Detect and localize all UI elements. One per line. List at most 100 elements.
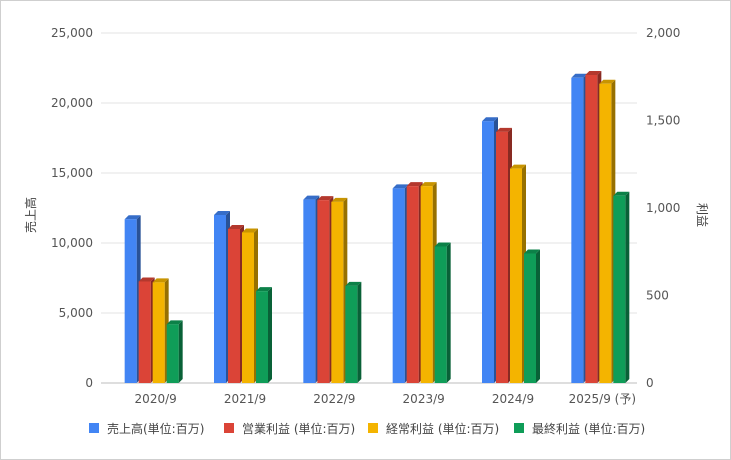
bar-2024-9-s2: [510, 164, 526, 383]
bar-2023-9-s2: [420, 182, 437, 383]
right-y-tick-label: 1,500: [646, 114, 680, 128]
legend-item-1: 営業利益 (単位:百万): [224, 421, 355, 436]
bar-top: [599, 79, 616, 84]
bar-2020-9-s2: [152, 278, 169, 383]
bar-top: [214, 211, 230, 215]
bar-2020-9-s1: [138, 277, 155, 383]
x-category-label: 2020/9: [135, 392, 177, 406]
legend: 売上高(単位:百万) 営業利益 (単位:百万) 経常利益 (単位:百万) 最終利益 (…: [89, 421, 645, 436]
bar-front: [317, 200, 330, 383]
bar-top: [152, 278, 169, 283]
bar-2025-9-s2: [599, 79, 616, 383]
x-axis-categories: 2020/9 2021/9 2022/9 2023/9 2024/9 2025/9 (予): [135, 392, 636, 406]
bar-top: [317, 196, 334, 201]
bar-top: [303, 195, 320, 200]
legend-item-3: 最終利益 (単位:百万): [514, 421, 645, 436]
bar-front: [138, 281, 151, 383]
bar-side: [178, 320, 183, 383]
bar-front: [256, 291, 268, 383]
x-category-label: 2025/9 (予): [569, 392, 636, 406]
right-y-axis-ticks: 0 500 1,000 1,500 2,000: [646, 26, 680, 390]
bar-2025-9-s0: [571, 73, 588, 384]
bar-front: [434, 246, 447, 383]
bar-top: [256, 287, 272, 292]
bar-2022-9-s1: [317, 196, 334, 383]
bar-series: [124, 71, 630, 384]
bar-2023-9-s0: [392, 184, 409, 383]
right-y-tick-label: 1,000: [646, 201, 680, 215]
bar-top: [496, 127, 512, 132]
legend-item-0: 売上高(単位:百万): [89, 421, 204, 436]
bar-2021-9-s3: [256, 287, 272, 383]
bar-side: [625, 191, 630, 383]
bar-front: [392, 188, 405, 383]
bar-top: [406, 182, 423, 187]
bar-top: [420, 182, 437, 187]
bar-top: [242, 228, 258, 233]
bar-2020-9-s3: [166, 320, 183, 383]
x-category-label: 2023/9: [403, 392, 445, 406]
bar-top: [482, 117, 498, 122]
bar-top: [228, 225, 244, 229]
left-y-tick-label: 10,000: [51, 236, 93, 250]
bar-front: [585, 75, 598, 383]
bar-front: [166, 324, 179, 383]
bar-side: [357, 281, 362, 383]
bar-2022-9-s2: [331, 197, 348, 383]
bar-top: [345, 281, 362, 286]
bar-top: [166, 320, 183, 325]
x-category-label: 2022/9: [313, 392, 355, 406]
bar-top: [434, 242, 451, 247]
legend-label: 経常利益 (単位:百万): [386, 421, 499, 436]
bar-front: [571, 77, 584, 384]
left-y-axis-title: 売上高: [23, 197, 38, 233]
gridlines: [101, 32, 637, 384]
bar-top: [585, 71, 602, 75]
x-category-label: 2024/9: [492, 392, 534, 406]
legend-label: 最終利益 (単位:百万): [532, 421, 645, 436]
legend-swatch: [89, 423, 99, 433]
right-y-tick-label: 500: [646, 289, 669, 303]
bar-front: [613, 195, 626, 383]
bar-2023-9-s1: [406, 182, 423, 383]
left-y-tick-label: 0: [85, 376, 93, 390]
right-y-tick-label: 0: [646, 376, 654, 390]
bar-2021-9-s2: [242, 228, 258, 383]
bar-front: [152, 282, 165, 383]
bar-front: [242, 232, 254, 383]
legend-swatch: [224, 423, 234, 433]
bar-2020-9-s0: [124, 215, 141, 383]
legend-label: 売上高(単位:百万): [107, 421, 204, 436]
bar-top: [124, 215, 141, 220]
bar-top: [510, 164, 526, 169]
bar-front: [510, 168, 522, 383]
legend-label: 営業利益 (単位:百万): [242, 421, 355, 436]
right-y-axis-title: 利益: [695, 203, 709, 227]
bar-side: [268, 287, 272, 383]
bar-2022-9-s0: [303, 195, 320, 383]
left-y-tick-label: 5,000: [59, 306, 93, 320]
x-category-label: 2021/9: [224, 392, 266, 406]
left-y-tick-label: 15,000: [51, 166, 93, 180]
bar-top: [331, 197, 348, 202]
bar-front: [406, 186, 419, 383]
left-y-tick-label: 20,000: [51, 96, 93, 110]
bar-top: [138, 277, 155, 282]
bar-2025-9-s1: [585, 71, 602, 383]
bar-front: [331, 201, 344, 383]
bar-front: [228, 229, 240, 383]
right-y-tick-label: 2,000: [646, 26, 680, 40]
bar-2021-9-s1: [228, 225, 244, 383]
bar-front: [599, 83, 612, 383]
bar-2022-9-s3: [345, 281, 362, 383]
left-y-tick-label: 25,000: [51, 26, 93, 40]
bar-side: [446, 242, 451, 383]
bar-top: [392, 184, 409, 189]
left-y-axis-ticks: 0 5,000 10,000 15,000 20,000 25,000: [51, 26, 93, 390]
bar-front: [482, 121, 494, 383]
bar-front: [124, 219, 137, 383]
bar-top: [524, 249, 540, 254]
bar-2025-9-s3: [613, 191, 630, 383]
